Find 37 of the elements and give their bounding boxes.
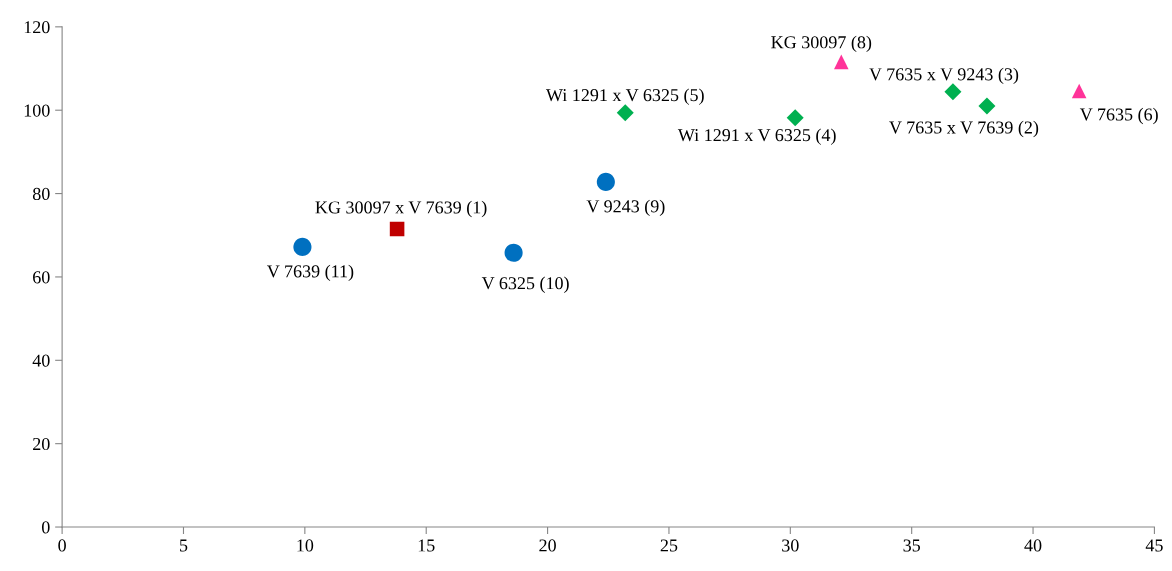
y-tick-label: 100 <box>24 104 50 117</box>
x-tick-label: 0 <box>58 539 66 552</box>
annotation: V 7635 x V 9243 (3) <box>869 67 1019 85</box>
annotation: Wi 1291 x V 6325 (5) <box>545 88 704 105</box>
annotation: KG 30097 x V 7639 (1) <box>315 200 487 218</box>
point <box>834 54 849 70</box>
point <box>504 243 523 262</box>
point <box>1071 83 1087 99</box>
y-tick-label: 20 <box>33 437 50 451</box>
point <box>978 97 996 115</box>
y-tick-label: 0 <box>41 521 50 534</box>
x-tick-label: 40 <box>1024 539 1042 552</box>
point <box>389 221 405 237</box>
annotation: V 9243 (9) <box>586 199 665 217</box>
annotation: V 6325 (10) <box>481 276 569 293</box>
x-tick-label: 35 <box>903 539 921 552</box>
annotation: KG 30097 (8) <box>771 35 872 53</box>
y-tick-label: 120 <box>24 21 50 34</box>
y-tick-label: 40 <box>32 354 50 367</box>
annotation: Wi 1291 x V 6325 (4) <box>677 128 836 145</box>
point <box>596 172 615 191</box>
point <box>616 104 634 122</box>
y-tick-label: 80 <box>32 187 50 201</box>
point <box>944 83 962 101</box>
x-tick-label: 10 <box>297 539 314 552</box>
x-tick-label: 15 <box>418 539 435 552</box>
annotation: V 7639 (11) <box>266 264 354 282</box>
x-tick-label: 5 <box>180 539 188 552</box>
x-tick-label: 25 <box>660 539 678 552</box>
annotation: V 7635 (6) <box>1079 107 1158 125</box>
point <box>293 237 312 256</box>
x-tick-label: 30 <box>782 539 799 552</box>
y-tick-label: 60 <box>33 271 50 284</box>
point <box>786 109 804 127</box>
annotation: V 7635 x V 7639 (2) <box>889 120 1039 138</box>
x-tick-label: 45 <box>1145 539 1163 552</box>
x-tick-label: 20 <box>539 539 556 552</box>
